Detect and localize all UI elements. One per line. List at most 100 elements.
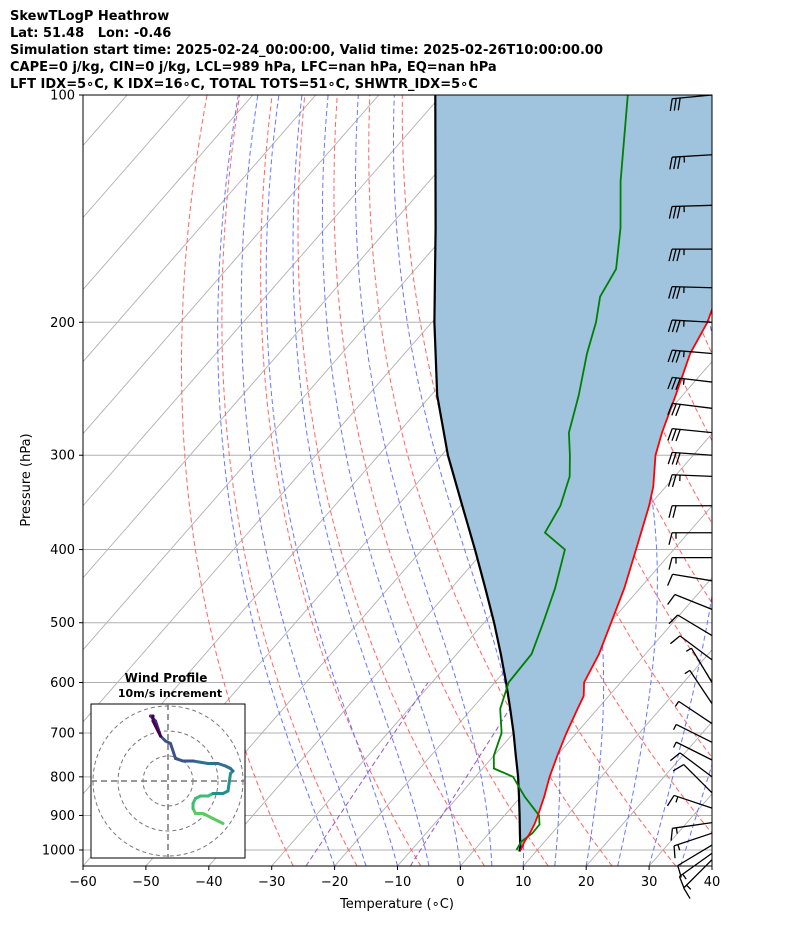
- barb-flag: [671, 350, 677, 363]
- y-tick-label: 700: [50, 727, 75, 742]
- wind-barb: [673, 832, 713, 859]
- x-axis-label: Temperature (∘C): [339, 897, 454, 912]
- isotherm-line: [83, 95, 505, 579]
- moist-adiabat: [711, 864, 712, 866]
- barb-staff: [672, 822, 713, 829]
- barb-staff: [672, 427, 713, 434]
- barb-staff: [675, 741, 713, 761]
- barb-flag: [677, 156, 681, 169]
- isotherm-line: [83, 95, 254, 291]
- profile-lines: [433, 95, 712, 852]
- wind-barb: [667, 573, 713, 586]
- barb-half-flag: [682, 873, 687, 880]
- barb-flag: [669, 157, 673, 170]
- barb-half-flag: [672, 724, 677, 731]
- barb-flag: [673, 156, 677, 170]
- barb-staff: [672, 376, 713, 383]
- barb-flag: [669, 98, 673, 112]
- y-tick-label: 600: [50, 676, 75, 691]
- barb-flag: [669, 752, 681, 762]
- cape-cin-shading: [434, 95, 712, 852]
- dry-adiabat: [761, 95, 794, 866]
- barb-staff: [672, 349, 713, 355]
- barb-flag: [666, 795, 675, 807]
- dry-adiabat: [260, 95, 422, 866]
- dewpoint-line: [492, 95, 629, 851]
- barb-staff: [675, 723, 713, 743]
- barb-flag: [675, 429, 681, 442]
- y-tick-label: 200: [50, 316, 75, 331]
- barb-staff: [672, 154, 713, 158]
- barb-staff: [672, 474, 713, 478]
- wind-barb: [672, 763, 713, 794]
- barb-half-flag: [684, 669, 691, 675]
- wind-barb: [667, 319, 713, 333]
- isotherm-line: [522, 649, 712, 866]
- barb-staff: [674, 593, 713, 610]
- barb-flag: [667, 319, 673, 333]
- y-tick-label: 800: [50, 770, 75, 785]
- barb-flag: [675, 452, 681, 465]
- x-tick-label: 20: [578, 875, 595, 890]
- barb-flag: [673, 98, 677, 111]
- x-tick-label: −60: [69, 875, 96, 890]
- barb-flag: [668, 532, 673, 545]
- barb-flag: [673, 845, 676, 859]
- dry-adiabat: [221, 95, 358, 866]
- wind-barb: [674, 700, 713, 725]
- isotherm-line: [83, 95, 380, 435]
- hodograph-segment: [226, 772, 232, 793]
- wind-barb: [668, 204, 713, 219]
- dry-adiabat: [467, 95, 712, 759]
- dry-adiabat: [368, 95, 613, 866]
- barb-staff: [672, 451, 713, 456]
- x-tick-label: −50: [132, 875, 159, 890]
- x-tick-label: −10: [384, 875, 411, 890]
- barb-staff: [672, 402, 713, 409]
- dry-adiabat: [728, 95, 794, 866]
- barb-staff: [677, 844, 713, 867]
- barb-flag: [675, 320, 681, 333]
- barb-flag: [668, 248, 673, 262]
- wind-profile-inset: Wind Profile 10m/s increment: [90, 671, 246, 859]
- y-tick-label: 500: [50, 616, 75, 631]
- barb-flag: [671, 428, 677, 441]
- barb-flag: [668, 614, 679, 625]
- moist-adiabat: [240, 95, 367, 866]
- barb-flag: [668, 505, 673, 518]
- barb-staff: [678, 700, 713, 725]
- barb-staff: [672, 573, 713, 582]
- barb-staff: [671, 204, 713, 208]
- barb-flag: [672, 286, 677, 299]
- hodograph-segment: [201, 812, 215, 820]
- y-tick-label: 300: [50, 449, 75, 464]
- y-axis-label: Pressure (hPa): [19, 433, 34, 526]
- moist-adiabat: [355, 95, 493, 866]
- wind-barb: [669, 94, 713, 112]
- x-tick-label: 40: [704, 875, 721, 890]
- x-tick-label: −40: [195, 875, 222, 890]
- barb-flag: [668, 206, 673, 219]
- time-line: Simulation start time: 2025-02-24_00:00:…: [10, 43, 603, 58]
- x-tick-label: 30: [641, 875, 658, 890]
- barb-flag: [678, 876, 685, 889]
- barb-flag: [667, 403, 673, 416]
- barb-staff: [683, 764, 713, 794]
- barb-flag: [672, 206, 677, 219]
- barb-flag: [667, 594, 676, 605]
- y-tick-label: 400: [50, 543, 75, 558]
- barb-half-flag: [677, 844, 681, 851]
- isotherm-line: [397, 505, 712, 866]
- wind-barbs: [666, 94, 713, 899]
- hodograph-ring: [117, 730, 219, 832]
- temperature-line: [520, 306, 712, 851]
- barb-staff: [679, 635, 713, 661]
- wind-barb: [672, 741, 713, 761]
- wind-barb: [668, 557, 712, 570]
- barb-flag: [672, 505, 677, 518]
- barb-flag: [671, 320, 677, 333]
- barb-flag: [671, 377, 677, 390]
- wind-barb: [672, 723, 713, 743]
- barb-flag: [667, 474, 673, 487]
